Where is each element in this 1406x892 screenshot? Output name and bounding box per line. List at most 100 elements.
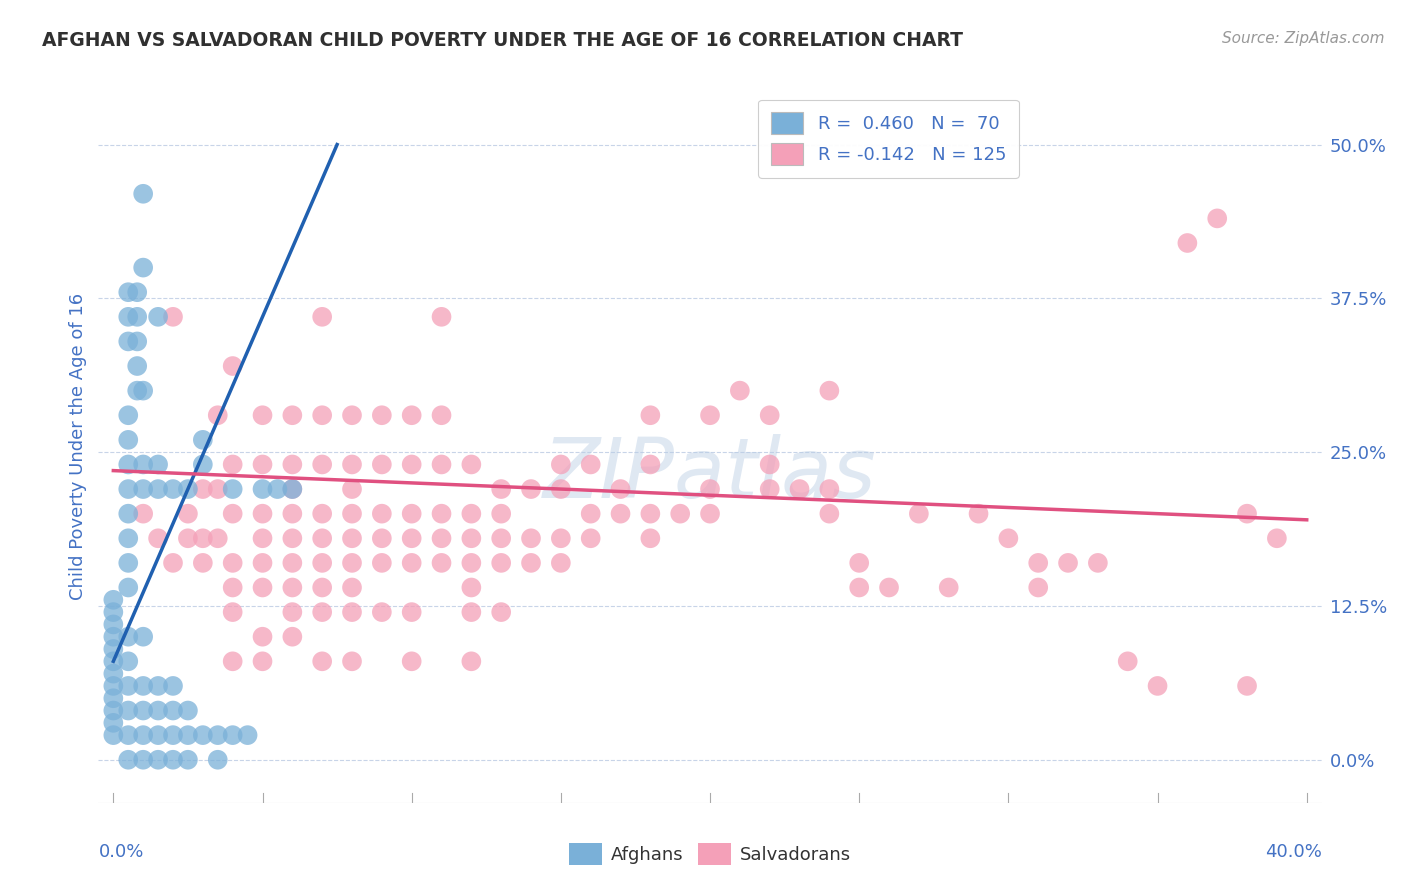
Point [221, 605, 243, 619]
Point [162, 753, 184, 767]
Point [252, 630, 274, 644]
Point [281, 531, 304, 545]
Point [1236, 507, 1258, 521]
Point [117, 556, 139, 570]
Point [281, 556, 304, 570]
Point [103, 642, 125, 657]
Point [117, 310, 139, 324]
Point [103, 728, 125, 742]
Point [177, 507, 200, 521]
Point [848, 556, 870, 570]
Point [489, 507, 512, 521]
Point [371, 507, 394, 521]
Point [877, 581, 900, 595]
Point [401, 556, 423, 570]
Point [311, 654, 333, 668]
Point [252, 482, 274, 496]
Point [146, 531, 169, 545]
Point [818, 507, 841, 521]
Point [103, 704, 125, 718]
Point [146, 458, 169, 472]
Point [640, 458, 662, 472]
Point [103, 654, 125, 668]
Point [132, 458, 155, 472]
Point [117, 507, 139, 521]
Point [311, 507, 333, 521]
Point [640, 409, 662, 423]
Point [252, 458, 274, 472]
Point [177, 482, 200, 496]
Point [340, 409, 363, 423]
Point [127, 334, 149, 349]
Point [266, 482, 288, 496]
Point [162, 310, 184, 324]
Point [236, 728, 259, 742]
Point [758, 409, 780, 423]
Point [177, 753, 200, 767]
Point [103, 630, 125, 644]
Point [579, 507, 602, 521]
Point [281, 482, 304, 496]
Point [967, 507, 990, 521]
Point [311, 531, 333, 545]
Point [132, 384, 155, 398]
Point [162, 556, 184, 570]
Point [103, 679, 125, 693]
Point [103, 666, 125, 681]
Point [191, 458, 214, 472]
Point [401, 507, 423, 521]
Point [117, 654, 139, 668]
Point [191, 531, 214, 545]
Point [699, 507, 721, 521]
Point [550, 556, 572, 570]
Point [699, 482, 721, 496]
Point [520, 556, 543, 570]
Point [117, 334, 139, 349]
Point [117, 482, 139, 496]
Point [252, 507, 274, 521]
Point [146, 728, 169, 742]
Point [191, 556, 214, 570]
Point [340, 531, 363, 545]
Point [520, 482, 543, 496]
Point [340, 482, 363, 496]
Point [281, 605, 304, 619]
Point [371, 458, 394, 472]
Point [430, 310, 453, 324]
Point [252, 531, 274, 545]
Point [1087, 556, 1109, 570]
Point [127, 359, 149, 373]
Point [132, 507, 155, 521]
Point [221, 728, 243, 742]
Point [311, 310, 333, 324]
Point [1265, 531, 1288, 545]
Point [430, 531, 453, 545]
Point [221, 458, 243, 472]
Point [460, 531, 482, 545]
Point [132, 482, 155, 496]
Point [460, 605, 482, 619]
Point [117, 581, 139, 595]
Point [146, 310, 169, 324]
Point [489, 605, 512, 619]
Point [1146, 679, 1168, 693]
Text: 0.0%: 0.0% [98, 843, 143, 861]
Point [430, 556, 453, 570]
Point [908, 507, 931, 521]
Point [1026, 581, 1049, 595]
Legend: Afghans, Salvadorans: Afghans, Salvadorans [562, 836, 858, 872]
Point [252, 654, 274, 668]
Point [221, 654, 243, 668]
Point [146, 704, 169, 718]
Point [371, 409, 394, 423]
Point [127, 384, 149, 398]
Point [117, 753, 139, 767]
Point [191, 728, 214, 742]
Point [1026, 556, 1049, 570]
Point [579, 458, 602, 472]
Point [311, 605, 333, 619]
Point [489, 556, 512, 570]
Point [640, 507, 662, 521]
Point [401, 409, 423, 423]
Point [281, 630, 304, 644]
